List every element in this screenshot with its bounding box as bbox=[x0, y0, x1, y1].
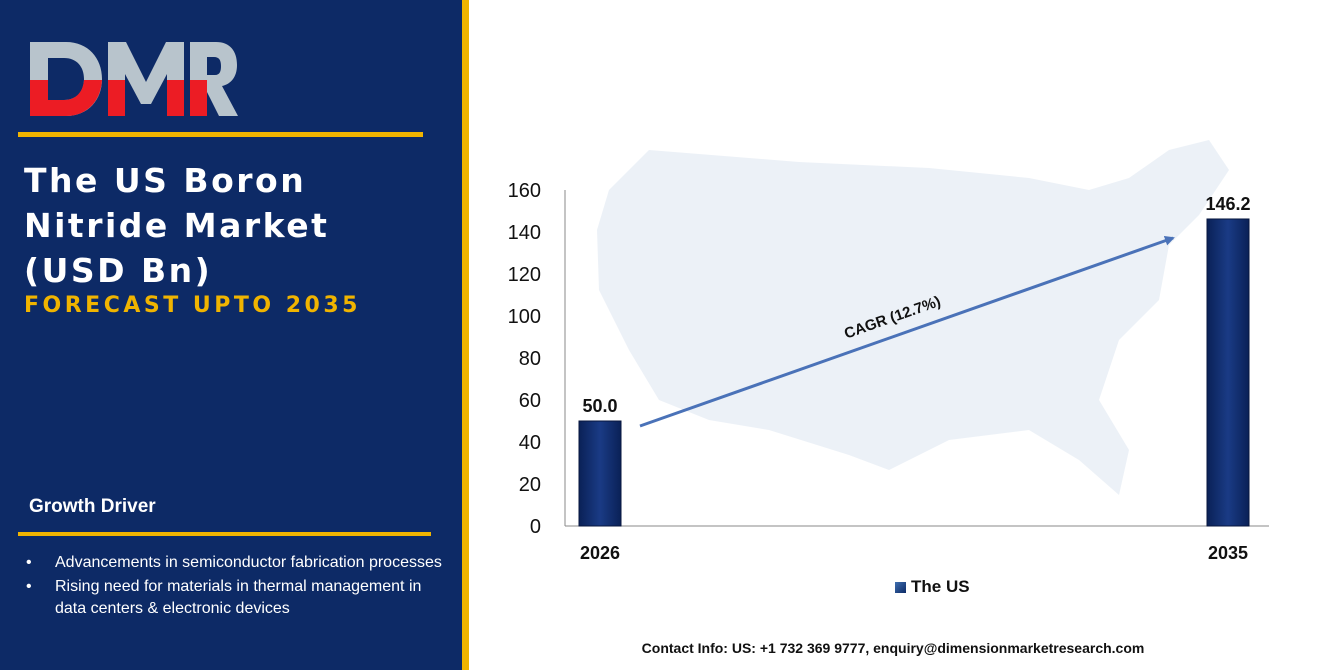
list-item: Advancements in semiconductor fabricatio… bbox=[26, 552, 446, 574]
y-tick-label: 80 bbox=[519, 348, 541, 370]
us-map-background bbox=[597, 140, 1229, 495]
chart-legend: The US bbox=[895, 577, 970, 597]
gold-accent-strip bbox=[462, 0, 469, 670]
dmr-logo bbox=[30, 42, 238, 116]
y-tick-label: 60 bbox=[519, 390, 541, 412]
left-panel: The US Boron Nitride Market (USD Bn) FOR… bbox=[0, 0, 462, 670]
y-tick-label: 140 bbox=[508, 222, 541, 244]
title-divider bbox=[18, 132, 423, 137]
y-tick-label: 160 bbox=[508, 180, 541, 202]
cagr-arrow bbox=[639, 235, 1175, 428]
y-tick-labels: 0 20 40 60 80 100 120 140 160 bbox=[508, 180, 541, 538]
bar bbox=[578, 420, 622, 527]
data-label: 146.2 bbox=[1205, 194, 1250, 214]
data-labels: 50.0 146.2 bbox=[582, 194, 1250, 416]
x-tick-labels: 2026 2035 bbox=[580, 543, 1248, 563]
y-tick-label: 20 bbox=[519, 474, 541, 496]
y-tick-label: 0 bbox=[530, 516, 541, 538]
page-subtitle: FORECAST UPTO 2035 bbox=[24, 293, 361, 318]
contact-info: Contact Info: US: +1 732 369 9777, enqui… bbox=[641, 640, 1145, 656]
page-title: The US Boron Nitride Market (USD Bn) bbox=[24, 161, 330, 290]
logo-letter-m bbox=[108, 42, 184, 116]
y-tick-label: 40 bbox=[519, 432, 541, 454]
growth-driver-list: Advancements in semiconductor fabricatio… bbox=[26, 552, 446, 622]
bars bbox=[578, 218, 1250, 527]
logo-letter-d bbox=[30, 42, 102, 116]
bar-chart: 0 20 40 60 80 100 120 140 160 50.0 146.2 2026 2035… bbox=[508, 140, 1269, 563]
list-item: Rising need for materials in thermal man… bbox=[26, 576, 446, 620]
x-tick-label: 2035 bbox=[1208, 543, 1248, 563]
data-label: 50.0 bbox=[582, 396, 617, 416]
growth-driver-heading: Growth Driver bbox=[29, 496, 156, 517]
growth-driver-divider bbox=[18, 532, 431, 536]
y-tick-label: 100 bbox=[508, 306, 541, 328]
legend-swatch bbox=[895, 581, 906, 593]
logo-letter-r bbox=[190, 42, 238, 116]
legend-label: The US bbox=[911, 577, 970, 596]
bar bbox=[1206, 218, 1250, 527]
x-tick-label: 2026 bbox=[580, 543, 620, 563]
y-tick-label: 120 bbox=[508, 264, 541, 286]
